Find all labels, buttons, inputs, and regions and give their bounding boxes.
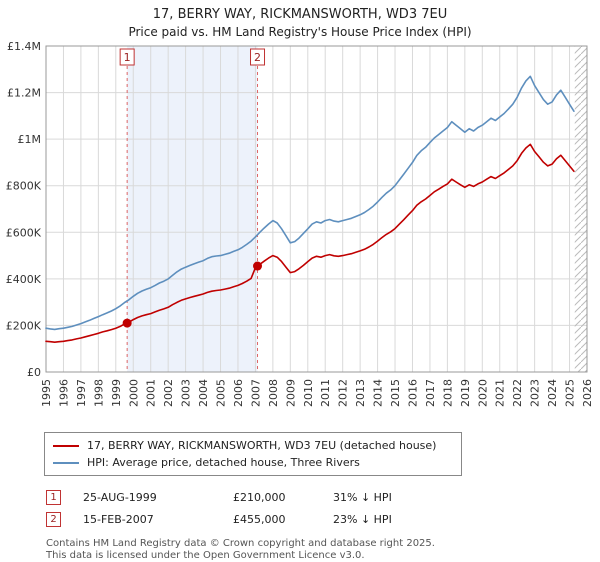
svg-text:1995: 1995 [40,379,53,407]
svg-text:1998: 1998 [92,379,105,407]
svg-text:2: 2 [254,51,261,64]
svg-text:2022: 2022 [511,379,524,407]
svg-text:2002: 2002 [162,379,175,407]
svg-text:2006: 2006 [232,379,245,407]
red-line-swatch [53,444,79,447]
price-chart: 1995 1996 1997 1998 1999 2000 2001 2002 2003 2004… [6,40,594,407]
page-title: 17, BERRY WAY, RICKMANSWORTH, WD3 7EU [152,7,448,22]
svg-text:2026: 2026 [581,379,594,407]
svg-text:£1M: £1M [18,133,42,146]
svg-text:2012: 2012 [337,379,350,407]
svg-text:2023: 2023 [529,379,542,407]
svg-text:2019: 2019 [459,379,472,407]
svg-text:2013: 2013 [354,379,367,407]
svg-text:1999: 1999 [110,379,123,407]
svg-text:2014: 2014 [372,379,385,407]
svg-text:2011: 2011 [319,379,332,407]
svg-text:2020: 2020 [476,379,489,407]
legend-item-property: 17, BERRY WAY, RICKMANSWORTH, WD3 7EU (d… [53,437,453,454]
sale-2-price: £455,000 [233,512,286,526]
svg-text:2021: 2021 [494,379,507,407]
chart-header: 17, BERRY WAY, RICKMANSWORTH, WD3 7EU Pr… [0,0,600,40]
svg-text:2015: 2015 [389,379,402,407]
sale-1-price: £210,000 [233,490,286,504]
svg-text:£1.2M: £1.2M [7,87,41,100]
svg-text:2005: 2005 [215,379,228,407]
svg-text:£0: £0 [27,366,41,379]
sale-1-vs-hpi: 31% ↓ HPI [333,490,392,504]
svg-text:2016: 2016 [406,379,419,407]
svg-text:2003: 2003 [180,379,193,407]
legend-item-hpi: HPI: Average price, detached house, Thre… [53,454,453,471]
attribution: Contains HM Land Registry data © Crown c… [46,538,600,562]
svg-text:2010: 2010 [302,379,315,407]
svg-text:£1.4M: £1.4M [7,40,41,53]
sale-annotation-2: 2 15-FEB-2007 £455,000 23% ↓ HPI [46,508,600,530]
svg-text:2025: 2025 [564,379,577,407]
svg-text:2004: 2004 [197,379,210,407]
svg-text:2001: 2001 [145,379,158,407]
svg-text:£200K: £200K [6,319,42,332]
legend: 17, BERRY WAY, RICKMANSWORTH, WD3 7EU (d… [44,432,462,476]
legend-label-property: 17, BERRY WAY, RICKMANSWORTH, WD3 7EU (d… [87,439,437,452]
svg-text:1: 1 [124,51,131,64]
sale-annotation-1: 1 25-AUG-1999 £210,000 31% ↓ HPI [46,486,600,508]
svg-text:2008: 2008 [267,379,280,407]
sale-2-marker: 2 [46,511,61,527]
legend-label-hpi: HPI: Average price, detached house, Thre… [87,456,360,469]
sale-1-date: 25-AUG-1999 [83,490,157,504]
sale-1-marker: 1 [46,489,61,505]
svg-text:2024: 2024 [546,379,559,407]
svg-text:1996: 1996 [57,379,70,407]
sale-2-vs-hpi: 23% ↓ HPI [333,512,392,526]
svg-text:2007: 2007 [249,379,262,407]
svg-text:2017: 2017 [424,379,437,407]
sale-2-date: 15-FEB-2007 [83,512,154,526]
blue-line-swatch [53,461,79,464]
page-subtitle: Price paid vs. HM Land Registry's House … [128,25,472,39]
attribution-line-1: Contains HM Land Registry data © Crown c… [46,538,435,549]
sale-annotations: 1 25-AUG-1999 £210,000 31% ↓ HPI 2 15-FE… [46,486,600,530]
svg-text:£400K: £400K [6,273,42,286]
svg-text:£600K: £600K [6,226,42,239]
svg-text:1997: 1997 [75,379,88,407]
attribution-line-2: This data is licensed under the Open Gov… [46,550,365,561]
svg-text:£800K: £800K [6,180,42,193]
svg-text:2018: 2018 [441,379,454,407]
svg-text:2000: 2000 [127,379,140,407]
svg-text:2009: 2009 [284,379,297,407]
